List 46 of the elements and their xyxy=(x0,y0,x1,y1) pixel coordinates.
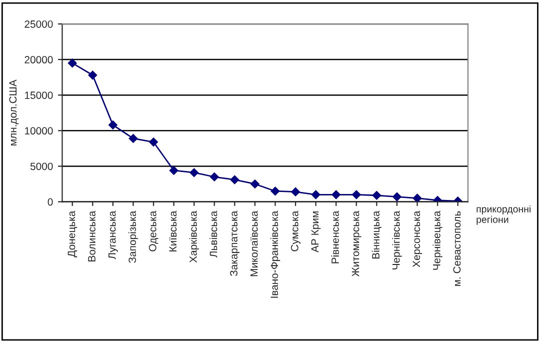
point xyxy=(210,172,219,182)
point xyxy=(149,138,158,146)
point xyxy=(352,190,361,200)
x-tick-label: Одеська xyxy=(148,210,158,252)
point xyxy=(270,186,280,196)
x-tick-label: Чернівецька xyxy=(432,210,442,270)
x-tick-label: Донецька xyxy=(68,210,78,258)
point xyxy=(68,58,77,68)
point xyxy=(311,190,320,200)
x-tick-label: Івано-Франківська xyxy=(270,210,280,298)
x-tick-label: Миколаївська xyxy=(250,210,258,276)
x-tick-label: Львівська xyxy=(210,210,218,258)
x-tick-label: Луганська xyxy=(108,210,118,260)
point xyxy=(291,187,300,196)
point xyxy=(250,180,260,188)
point xyxy=(88,70,98,80)
point xyxy=(412,194,422,202)
y-tick-label: 0 xyxy=(48,198,53,206)
x-tick-label: Волинська xyxy=(88,210,96,262)
x-tick-label: Закарпатська xyxy=(230,210,240,276)
y-tick-label: 10000 xyxy=(25,127,53,135)
x-tick-label: АР Крим xyxy=(311,212,321,252)
x-tick-label: Житомирська xyxy=(352,210,362,277)
point xyxy=(108,120,118,130)
point xyxy=(392,192,402,202)
x-tick-label: Чернігівська xyxy=(392,210,402,270)
point xyxy=(332,190,341,200)
point xyxy=(190,168,199,178)
x-tick-label: Запорізька xyxy=(128,210,138,263)
x-tick-label: м. Севастополь xyxy=(453,211,461,286)
y-tick-label: 25000 xyxy=(24,20,53,28)
y-tick-label: 15000 xyxy=(25,92,53,99)
y-tick-label: 20000 xyxy=(24,56,53,64)
x-tick-label: Київська xyxy=(169,210,177,252)
point xyxy=(372,190,382,200)
point xyxy=(230,175,240,184)
point xyxy=(128,134,138,143)
x-axis-title: прикордонні регіони xyxy=(476,205,530,225)
y-axis-title: млн.дол.США xyxy=(9,80,19,146)
x-tick-label: Рівненська xyxy=(331,210,339,264)
x-tick-label: Сумська xyxy=(290,210,300,252)
x-tick-label: Харківська xyxy=(189,210,199,263)
x-tick-label: Вінницька xyxy=(372,210,382,259)
y-tick-label: 5000 xyxy=(30,162,53,170)
x-tick-label: Херсонська xyxy=(412,210,422,268)
point xyxy=(169,166,178,175)
